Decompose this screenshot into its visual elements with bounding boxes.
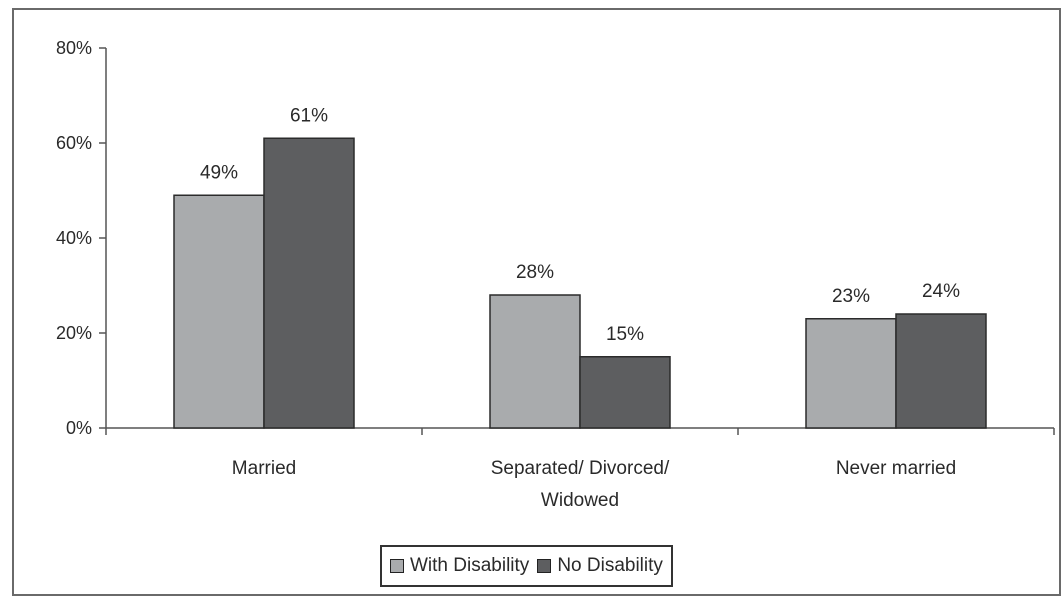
x-category-label: Married xyxy=(232,458,296,479)
legend-item-with-disability: With Disability xyxy=(390,555,529,577)
legend-label-no-disability: No Disability xyxy=(557,555,663,576)
bar xyxy=(173,194,265,429)
legend: With Disability No Disability xyxy=(380,545,673,587)
data-label: 61% xyxy=(290,105,328,126)
labels-layer: 49% 61% Married 28% 15% Separated/ Divorced/W… xyxy=(200,105,960,511)
x-category-label-line: Separated/ Divorced/ xyxy=(491,458,670,479)
x-category-label-line: Never married xyxy=(836,458,956,479)
data-label: 28% xyxy=(516,262,554,283)
x-category-label: Separated/ Divorced/Widowed xyxy=(491,458,670,511)
x-category-label-line: Widowed xyxy=(541,490,619,511)
y-tick-label: 60% xyxy=(56,133,92,153)
data-label: 24% xyxy=(922,281,960,302)
bar xyxy=(895,313,987,429)
y-tick-label: 20% xyxy=(56,323,92,343)
bars-layer xyxy=(173,137,987,429)
bar xyxy=(805,318,897,429)
data-label: 49% xyxy=(200,162,238,183)
bar xyxy=(263,137,355,429)
legend-swatch-with-disability xyxy=(390,559,404,573)
y-tick-label: 80% xyxy=(56,38,92,58)
x-category-label: Never married xyxy=(836,458,956,479)
y-tick-label: 0% xyxy=(66,418,92,438)
data-label: 23% xyxy=(832,286,870,307)
y-tick-label: 40% xyxy=(56,228,92,248)
bar xyxy=(489,294,581,429)
legend-label-with-disability: With Disability xyxy=(410,555,530,576)
legend-item-no-disability: No Disability xyxy=(537,555,663,577)
legend-swatch-no-disability xyxy=(537,559,552,573)
x-category-label-line: Married xyxy=(232,458,296,479)
bar xyxy=(579,356,671,429)
data-label: 15% xyxy=(606,324,644,345)
